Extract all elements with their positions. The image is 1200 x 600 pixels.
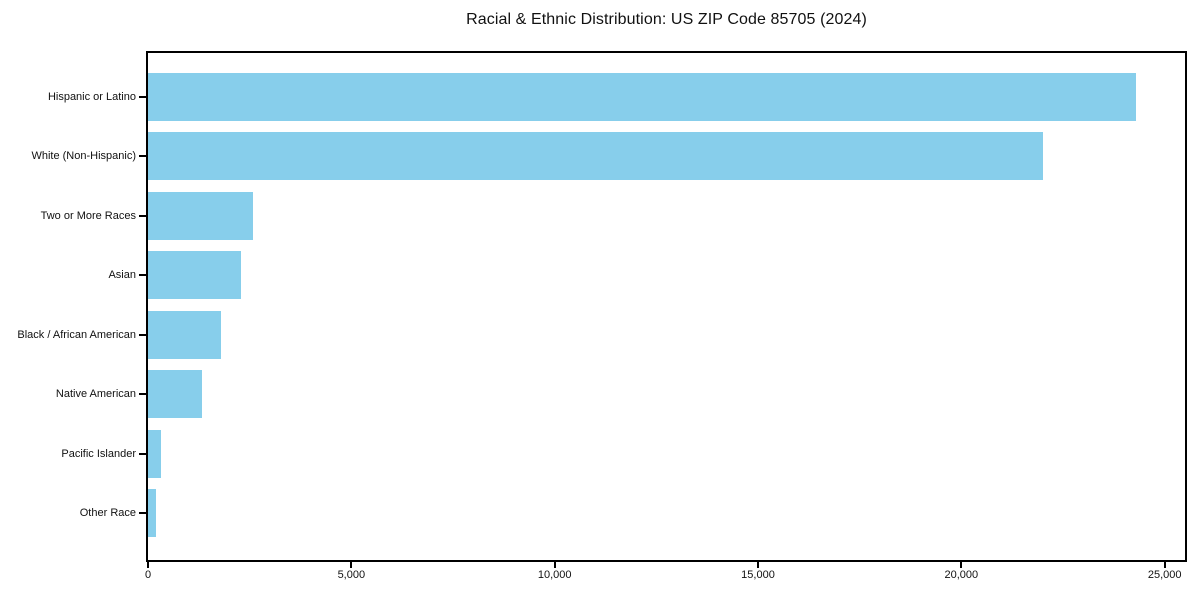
- y-tick-label: Native American: [55, 388, 136, 401]
- bar: [148, 73, 1137, 121]
- bar: [148, 489, 157, 537]
- bar: [148, 132, 1043, 181]
- y-tick-label: Pacific Islander: [61, 447, 136, 460]
- plot-area: [146, 51, 1187, 562]
- y-tick-label: Other Race: [79, 507, 136, 519]
- x-tick-mark: [757, 560, 759, 568]
- bar: [148, 429, 161, 478]
- y-tick-mark: [139, 393, 148, 396]
- y-tick-mark: [139, 96, 148, 98]
- y-tick-mark: [139, 214, 148, 217]
- x-tick-mark: [960, 560, 963, 568]
- x-tick-label: 5,000: [337, 569, 366, 581]
- x-tick-mark: [553, 560, 556, 568]
- x-tick-label: 0: [144, 569, 152, 581]
- x-tick-label: 10,000: [537, 569, 572, 581]
- y-tick-label: Asian: [108, 269, 136, 282]
- y-tick-mark: [139, 452, 148, 455]
- bar: [148, 370, 203, 419]
- x-tick-label: 25,000: [1147, 569, 1182, 581]
- y-tick-label: Black / African American: [17, 328, 136, 341]
- x-tick-mark: [1163, 560, 1166, 568]
- y-tick-mark: [139, 155, 148, 158]
- x-tick-mark: [350, 560, 353, 568]
- y-tick-label: White (Non-Hispanic): [31, 150, 136, 163]
- y-tick-mark: [139, 274, 148, 277]
- bar: [148, 191, 253, 240]
- y-tick-mark: [139, 333, 148, 336]
- bar: [148, 251, 242, 300]
- y-tick-mark: [139, 512, 148, 514]
- bar: [148, 310, 221, 359]
- x-tick-label: 20,000: [944, 569, 979, 581]
- y-tick-label: Two or More Races: [40, 209, 136, 222]
- y-tick-label: Hispanic or Latino: [47, 91, 136, 103]
- x-tick-label: 15,000: [741, 569, 775, 581]
- chart-title: Racial & Ethnic Distribution: US ZIP Cod…: [466, 11, 867, 28]
- x-tick-mark: [147, 560, 149, 568]
